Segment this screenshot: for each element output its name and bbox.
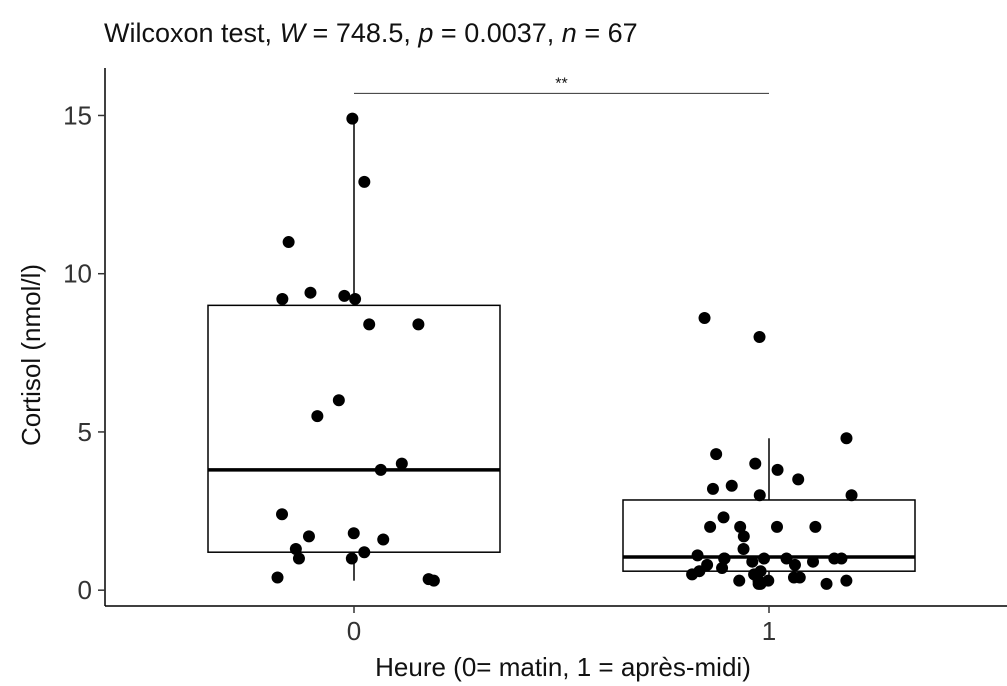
data-point [807, 555, 820, 568]
data-point [753, 489, 766, 502]
box-body [207, 304, 501, 553]
y-tick-label: 0 [78, 575, 92, 605]
data-point [787, 571, 800, 584]
data-point [840, 432, 853, 445]
title-n-value: = 67 [577, 18, 638, 48]
data-point [809, 520, 822, 533]
data-point [686, 568, 699, 581]
data-point [282, 236, 295, 249]
data-point [427, 574, 440, 587]
data-point [753, 331, 766, 343]
data-point [746, 555, 759, 568]
data-point [302, 530, 315, 543]
data-point [770, 520, 783, 533]
data-point [704, 520, 717, 533]
plot-area: 0 5 10 15 0 1 ** [63, 68, 1007, 646]
y-tick-label: 10 [63, 259, 92, 289]
title-p-symbol: p [417, 18, 433, 48]
data-point [311, 410, 324, 423]
data-point [737, 543, 750, 556]
title-prefix: Wilcoxon test, [104, 18, 280, 48]
data-point [292, 552, 305, 565]
data-point [733, 574, 746, 587]
data-point [346, 112, 359, 125]
data-point [792, 473, 805, 486]
data-point [828, 552, 841, 565]
data-point [395, 457, 408, 470]
data-point [737, 530, 750, 543]
data-point [718, 552, 731, 565]
data-point [780, 552, 793, 565]
data-point [349, 293, 362, 306]
data-point [758, 552, 771, 565]
data-point [788, 558, 801, 571]
data-point [706, 482, 719, 495]
y-tick-label: 5 [78, 417, 92, 447]
y-tick-label: 15 [63, 100, 92, 130]
data-point [358, 546, 371, 559]
x-tick-label: 0 [347, 616, 361, 646]
data-point [710, 448, 723, 461]
data-point [820, 577, 833, 590]
title-p-value: = 0.0037, [433, 18, 561, 48]
data-point [332, 394, 345, 407]
data-point [304, 286, 317, 299]
data-point [716, 562, 729, 575]
significance-label: ** [555, 75, 567, 92]
data-point [840, 574, 853, 587]
title-n-symbol: n [562, 18, 577, 48]
chart-title: Wilcoxon test, W = 748.5, p = 0.0037, n … [104, 18, 638, 48]
data-point [749, 457, 762, 470]
data-point [845, 489, 858, 502]
data-point [345, 552, 358, 565]
data-point [347, 527, 360, 540]
data-point [271, 571, 284, 584]
title-w-symbol: W [280, 18, 308, 48]
data-point [754, 577, 767, 590]
data-point [276, 293, 289, 306]
data-point [717, 511, 730, 524]
title-w-value: = 748.5, [305, 18, 418, 48]
data-point [358, 175, 371, 188]
data-point [734, 520, 747, 533]
data-point [363, 318, 376, 331]
data-point [698, 312, 711, 325]
data-point [412, 318, 425, 331]
data-point [289, 543, 302, 556]
data-point [276, 508, 289, 521]
x-axis-title: Heure (0= matin, 1 = après-midi) [375, 652, 751, 682]
data-point [771, 463, 784, 476]
data-point [377, 533, 390, 546]
x-tick-label: 1 [762, 616, 776, 646]
data-point [691, 549, 704, 562]
data-point [338, 289, 351, 302]
data-point [374, 463, 387, 476]
y-axis-title: Cortisol (nmol/l) [16, 264, 46, 446]
data-point [725, 479, 738, 492]
